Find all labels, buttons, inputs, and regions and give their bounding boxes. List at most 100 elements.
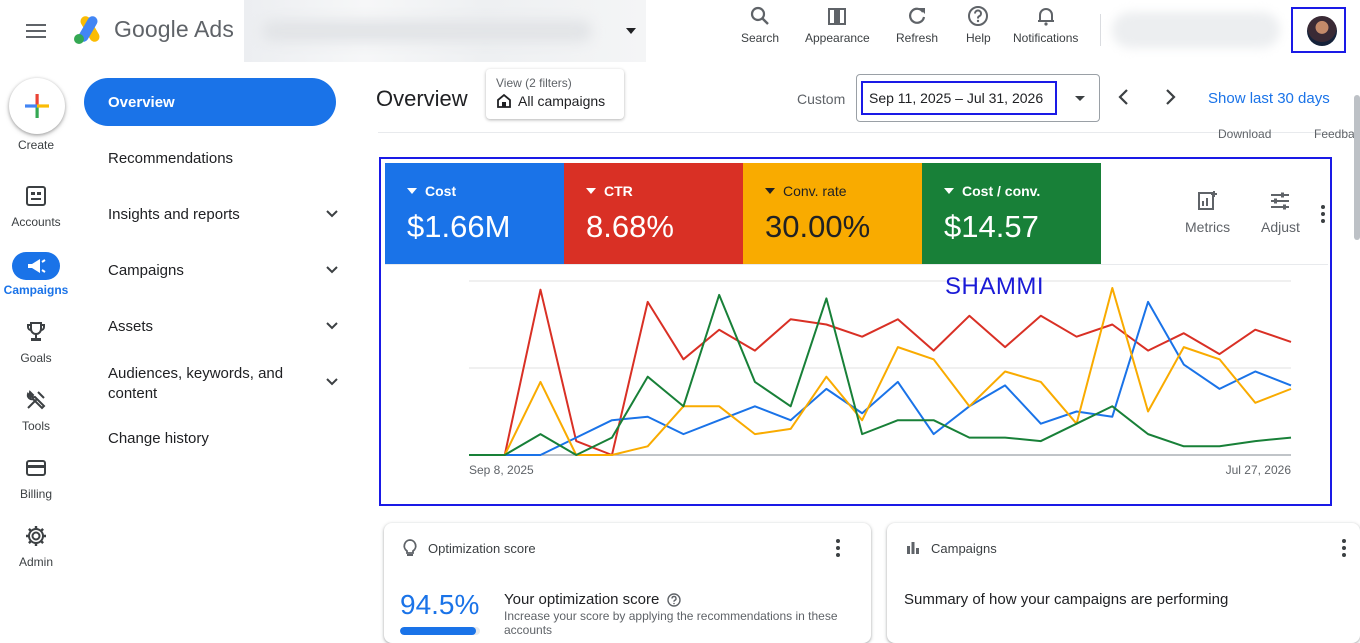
nav-item-label: Insights and reports: [108, 206, 240, 223]
optimization-score-value: 94.5%: [400, 589, 480, 620]
metric-cost[interactable]: Cost $1.66M: [385, 163, 564, 264]
campaigns-icon: [28, 259, 46, 273]
x-axis-start-label: Sep 8, 2025: [469, 463, 534, 477]
home-icon: [497, 93, 511, 108]
card-title: Campaigns: [931, 541, 997, 556]
toolbar-divider: [1100, 14, 1101, 46]
previous-period-button[interactable]: [1117, 88, 1131, 106]
metric-label: Cost / conv.: [962, 183, 1041, 199]
view-filter-value: All campaigns: [518, 93, 606, 109]
google-ads-logo[interactable]: Google Ads: [72, 14, 234, 44]
help-icon: [968, 6, 989, 26]
nav-item-label: Recommendations: [108, 150, 234, 167]
metric-cost-per-conv[interactable]: Cost / conv. $14.57: [922, 163, 1101, 264]
chevron-left-icon: [1118, 89, 1128, 105]
x-axis-end-label: Jul 27, 2026: [1226, 463, 1292, 477]
date-range-type: Custom: [797, 91, 846, 107]
rail-item-goals[interactable]: Goals: [0, 320, 72, 382]
nav-panel: Overview Recommendations Insights and re…: [72, 62, 362, 636]
rail-item-campaigns[interactable]: Campaigns: [0, 252, 72, 314]
dropdown-caret-icon: [1075, 96, 1085, 101]
lightbulb-icon: [403, 539, 417, 556]
nav-item-overview[interactable]: Overview: [84, 78, 336, 126]
appearance-label: Appearance: [805, 31, 870, 45]
search-icon: [750, 6, 769, 25]
metric-conv-rate[interactable]: Conv. rate 30.00%: [743, 163, 922, 264]
metrics-label: Metrics: [1185, 219, 1231, 235]
rail-item-admin[interactable]: Admin: [0, 524, 72, 586]
nav-item-assets[interactable]: Assets: [108, 318, 340, 335]
series-line-1: [469, 300, 1292, 456]
tools-icon: [26, 390, 46, 410]
adjust-label: Adjust: [1261, 219, 1300, 235]
campaigns-summary-text: Summary of how your campaigns are perfor…: [904, 591, 1229, 608]
more-vert-icon[interactable]: [834, 538, 842, 558]
google-ads-logo-icon: [74, 16, 100, 44]
help-label: Help: [966, 31, 991, 45]
create-button[interactable]: [9, 78, 65, 134]
gear-icon: [26, 526, 46, 546]
rail-label-goals: Goals: [20, 351, 52, 365]
help-button[interactable]: Help: [966, 4, 991, 45]
download-button[interactable]: Download: [1218, 127, 1272, 141]
header-divider: [378, 132, 1356, 133]
performance-summary-card: Cost $1.66M CTR 8.68% Conv. rate 30.00% …: [379, 157, 1332, 506]
app-name: Google Ads: [114, 15, 234, 42]
rail-item-tools[interactable]: Tools: [0, 388, 72, 450]
more-vert-icon[interactable]: [1340, 538, 1348, 558]
view-filter-button[interactable]: View (2 filters) All campaigns: [486, 69, 624, 119]
account-avatar-button[interactable]: [1291, 7, 1346, 53]
series-line-3: [469, 293, 1292, 456]
nav-item-label: Change history: [108, 430, 209, 447]
nav-item-recommendations[interactable]: Recommendations: [108, 150, 340, 167]
left-rail: Create Accounts Campaigns Goals Tools Bi…: [0, 62, 72, 636]
refresh-label: Refresh: [896, 31, 939, 45]
create-label: Create: [17, 138, 55, 152]
optimization-heading: Your optimization score: [504, 591, 660, 608]
show-last-30-days-link[interactable]: Show last 30 days: [1208, 90, 1330, 107]
chevron-down-icon: [326, 210, 338, 218]
rail-item-accounts[interactable]: Accounts: [0, 184, 72, 246]
more-vert-icon[interactable]: [1319, 204, 1327, 224]
refresh-button[interactable]: Refresh: [896, 4, 938, 45]
adjust-button[interactable]: Adjust: [1261, 189, 1300, 235]
metric-value: $14.57: [944, 209, 1039, 244]
appearance-button[interactable]: Appearance: [805, 4, 870, 45]
nav-item-insights[interactable]: Insights and reports: [108, 206, 340, 223]
notifications-button[interactable]: Notifications: [1013, 4, 1078, 45]
nav-item-audiences[interactable]: Audiences, keywords, and content: [108, 364, 340, 404]
rail-label-admin: Admin: [18, 555, 53, 569]
dropdown-caret-icon: [765, 188, 775, 194]
campaigns-card: Campaigns Summary of how your campaigns …: [887, 523, 1360, 643]
optimization-description: Increase your score by applying the reco…: [504, 609, 838, 637]
card-title: Optimization score: [428, 541, 536, 556]
date-range-picker[interactable]: Sep 11, 2025 – Jul 31, 2026: [856, 74, 1100, 122]
search-button[interactable]: Search: [741, 4, 779, 45]
bell-icon: [1037, 8, 1054, 26]
page-scrollbar[interactable]: [1354, 95, 1360, 240]
account-dropdown-caret-icon[interactable]: [626, 28, 636, 34]
metrics-button[interactable]: Metrics: [1185, 189, 1230, 235]
main-menu-button[interactable]: [22, 18, 50, 44]
search-label: Search: [741, 31, 780, 45]
nav-item-change-history[interactable]: Change history: [108, 430, 340, 447]
help-icon[interactable]: [667, 592, 682, 607]
adjust-icon: [1271, 192, 1290, 210]
next-period-button[interactable]: [1163, 88, 1177, 106]
metrics-icon: [1197, 191, 1217, 210]
rail-item-billing[interactable]: Billing: [0, 456, 72, 518]
account-selector[interactable]: [244, 0, 646, 62]
hamburger-icon: [26, 24, 46, 38]
notifications-label: Notifications: [1013, 31, 1079, 45]
avatar: [1307, 16, 1337, 46]
dropdown-caret-icon: [586, 188, 596, 194]
watermark-text: SHAMMI: [945, 273, 1044, 300]
customer-info: [1112, 12, 1280, 48]
nav-item-campaigns[interactable]: Campaigns: [108, 262, 340, 279]
optimization-score-bar: [400, 627, 480, 635]
chevron-down-icon: [326, 322, 338, 330]
feedback-button[interactable]: Feedba: [1314, 127, 1355, 141]
metric-ctr[interactable]: CTR 8.68%: [564, 163, 743, 264]
main-content: Overview View (2 filters) All campaigns …: [362, 62, 1360, 643]
top-bar: Google Ads Search Appearance Refresh Hel…: [0, 0, 1360, 62]
